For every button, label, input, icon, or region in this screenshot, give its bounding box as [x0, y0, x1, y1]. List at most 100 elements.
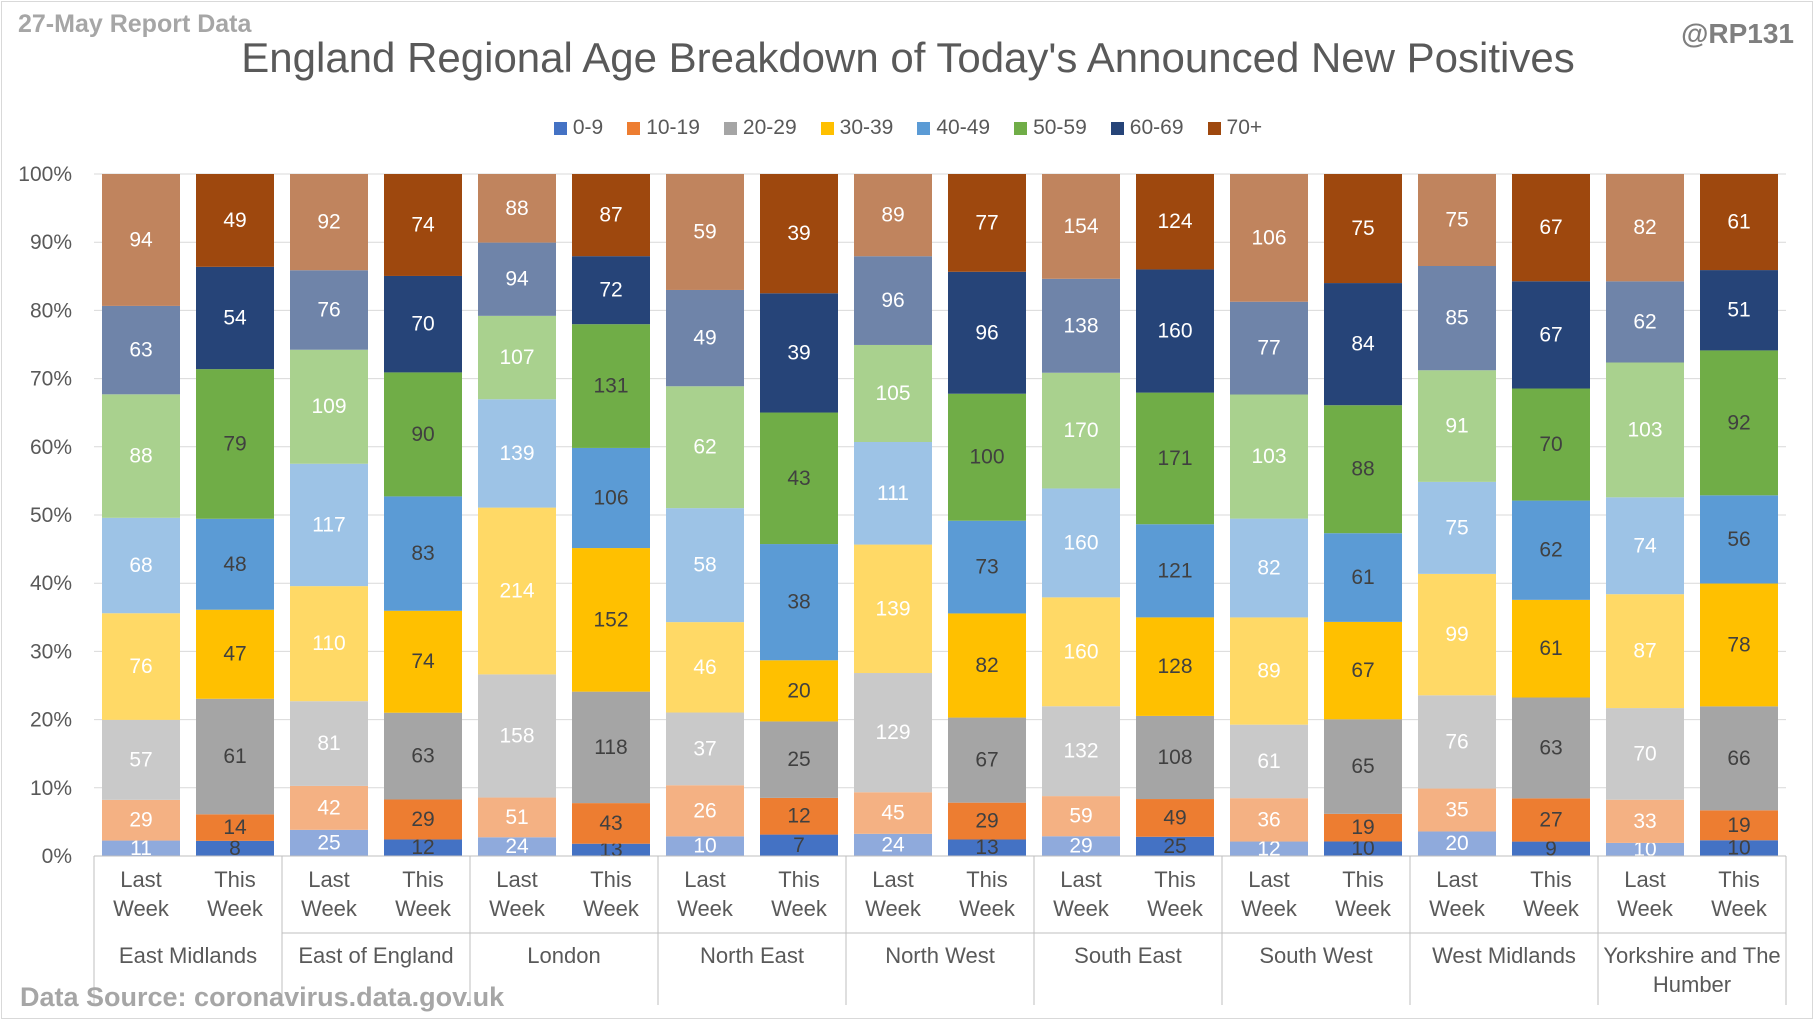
bar-segment — [1230, 174, 1308, 302]
data-label: 171 — [1157, 447, 1192, 470]
data-label: 85 — [1445, 307, 1468, 330]
bar-segment — [1512, 841, 1590, 856]
bar-segment — [102, 174, 180, 306]
bar-segment — [1418, 481, 1496, 574]
bar-segment — [478, 315, 556, 400]
data-label: 87 — [599, 204, 622, 227]
bar-segment — [1042, 706, 1120, 797]
bar-segment — [1042, 796, 1120, 837]
data-label: 20 — [787, 679, 810, 702]
bar-segment — [1136, 799, 1214, 837]
data-label: 24 — [881, 833, 905, 856]
data-label: 96 — [975, 321, 998, 344]
bar-segment — [1324, 841, 1402, 856]
bar-segment — [1230, 841, 1308, 856]
bar-segment — [102, 305, 180, 395]
bar-segment — [1042, 836, 1120, 856]
bar-segment — [854, 544, 932, 674]
data-label: 129 — [875, 721, 910, 744]
data-label: 49 — [693, 327, 716, 350]
data-label: 88 — [1351, 458, 1374, 481]
bar-segment — [196, 840, 274, 856]
data-label: 8 — [229, 837, 241, 860]
bar-segment — [478, 797, 556, 838]
data-label: 94 — [505, 268, 529, 291]
bar-segment — [854, 441, 932, 545]
bar-segment — [760, 721, 838, 798]
data-label: 37 — [693, 737, 716, 760]
bar-segment — [196, 698, 274, 815]
data-label: 67 — [1539, 323, 1562, 346]
data-label: 67 — [975, 749, 998, 772]
data-label: 72 — [599, 279, 622, 302]
data-label: 74 — [1633, 534, 1657, 557]
bar-segment — [1136, 836, 1214, 856]
bar-segment — [666, 174, 744, 290]
data-label: 92 — [1727, 411, 1750, 434]
chart-title: England Regional Age Breakdown of Today'… — [241, 34, 1575, 81]
data-label: 105 — [875, 382, 910, 405]
data-label: 160 — [1157, 320, 1192, 343]
data-label: 70 — [1539, 433, 1562, 456]
x-tick-label: This Week — [1147, 867, 1204, 921]
y-tick-label: 50% — [30, 504, 72, 527]
data-label: 63 — [129, 339, 152, 362]
group-label: South West — [1259, 943, 1372, 968]
data-label: 128 — [1157, 655, 1192, 678]
data-label: 124 — [1157, 210, 1192, 233]
data-label: 132 — [1063, 740, 1098, 763]
bar-segment — [102, 394, 180, 518]
data-label: 43 — [599, 812, 622, 835]
data-label: 103 — [1627, 418, 1662, 441]
legend-item: 20-29 — [723, 116, 797, 140]
y-tick-label: 30% — [30, 640, 72, 663]
data-label: 61 — [223, 745, 246, 768]
x-tick-label: This Week — [771, 867, 828, 921]
data-label: 47 — [223, 643, 246, 666]
data-label: 89 — [1257, 660, 1280, 683]
bar-segment — [1418, 370, 1496, 482]
data-label: 214 — [499, 579, 534, 602]
data-label: 10 — [1727, 837, 1750, 860]
data-label: 25 — [787, 748, 810, 771]
bar-segment — [1230, 518, 1308, 618]
x-tick-label: Last Week — [1241, 867, 1298, 921]
y-tick-label: 20% — [30, 709, 72, 732]
bar-segment — [1512, 697, 1590, 799]
data-label: 88 — [129, 445, 152, 468]
bar-segment — [760, 660, 838, 722]
bar-segment — [1418, 265, 1496, 371]
data-label: 19 — [1727, 814, 1750, 837]
data-label: 99 — [1445, 623, 1468, 646]
bar-segment — [666, 386, 744, 509]
data-label: 76 — [1445, 730, 1468, 753]
data-label: 92 — [317, 211, 340, 234]
data-label: 63 — [411, 745, 434, 768]
bar-segment — [1700, 706, 1778, 811]
bar-segment — [384, 712, 462, 800]
data-label: 110 — [312, 632, 345, 655]
legend-swatch — [820, 121, 834, 135]
data-label: 13 — [975, 836, 998, 859]
data-label: 79 — [223, 432, 246, 455]
data-label: 109 — [311, 395, 346, 418]
data-label: 138 — [1063, 314, 1098, 337]
bar-segment — [666, 836, 744, 856]
bar-segment — [196, 266, 274, 370]
bar-segment — [1042, 488, 1120, 598]
data-label: 12 — [411, 836, 434, 859]
bar-segment — [572, 691, 650, 804]
bar-segment — [854, 833, 932, 856]
bar-segment — [1606, 174, 1684, 282]
data-label: 19 — [1351, 816, 1374, 839]
data-label: 24 — [505, 835, 529, 858]
data-label: 12 — [787, 805, 810, 828]
bar-segment — [478, 174, 556, 243]
chart-legend: 0-9 10-19 20-29 30-39 40-49 50-59 60-69 70+ — [0, 116, 1816, 140]
bar-segment — [1606, 842, 1684, 856]
legend-label: 20-29 — [742, 116, 797, 139]
bar-segment — [666, 508, 744, 623]
data-label: 29 — [1069, 835, 1092, 858]
